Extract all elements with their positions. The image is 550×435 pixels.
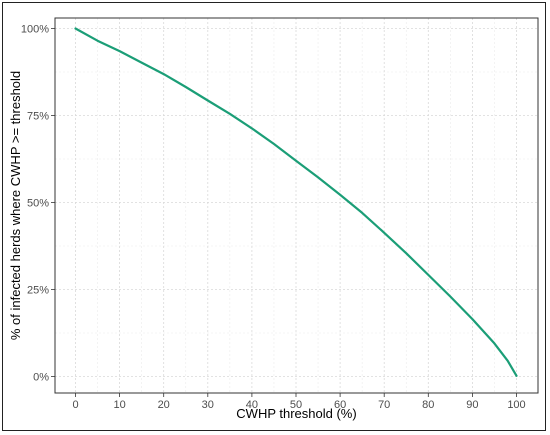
x-tick-label: 90	[466, 399, 478, 411]
x-tick-label: 50	[290, 399, 302, 411]
x-axis-title: CWHP threshold (%)	[236, 406, 356, 421]
x-tick-label: 30	[202, 399, 214, 411]
y-tick-label: 25%	[27, 285, 49, 297]
grid	[55, 18, 538, 393]
x-tick-label: 20	[158, 399, 170, 411]
y-tick-label: 0%	[33, 372, 49, 384]
x-tick-label: 40	[246, 399, 258, 411]
x-tick-label: 70	[378, 399, 390, 411]
y-axis-title: % of infected herds where CWHP >= thresh…	[8, 71, 23, 340]
plot-panel	[54, 17, 539, 394]
y-tick-label: 75%	[27, 111, 49, 123]
series-line	[74, 27, 518, 377]
axes: 0 10 20 30 40 50 60 70 80 90 100 0% 25% 50% 75% 100%	[21, 24, 526, 412]
x-tick-label: 100	[507, 399, 525, 411]
x-tick-label: 80	[422, 399, 434, 411]
y-tick-label: 100%	[21, 24, 49, 36]
x-tick-label: 10	[113, 399, 125, 411]
y-tick-label: 50%	[27, 198, 49, 210]
x-tick-label: 0	[72, 399, 78, 411]
x-tick-label: 60	[334, 399, 346, 411]
